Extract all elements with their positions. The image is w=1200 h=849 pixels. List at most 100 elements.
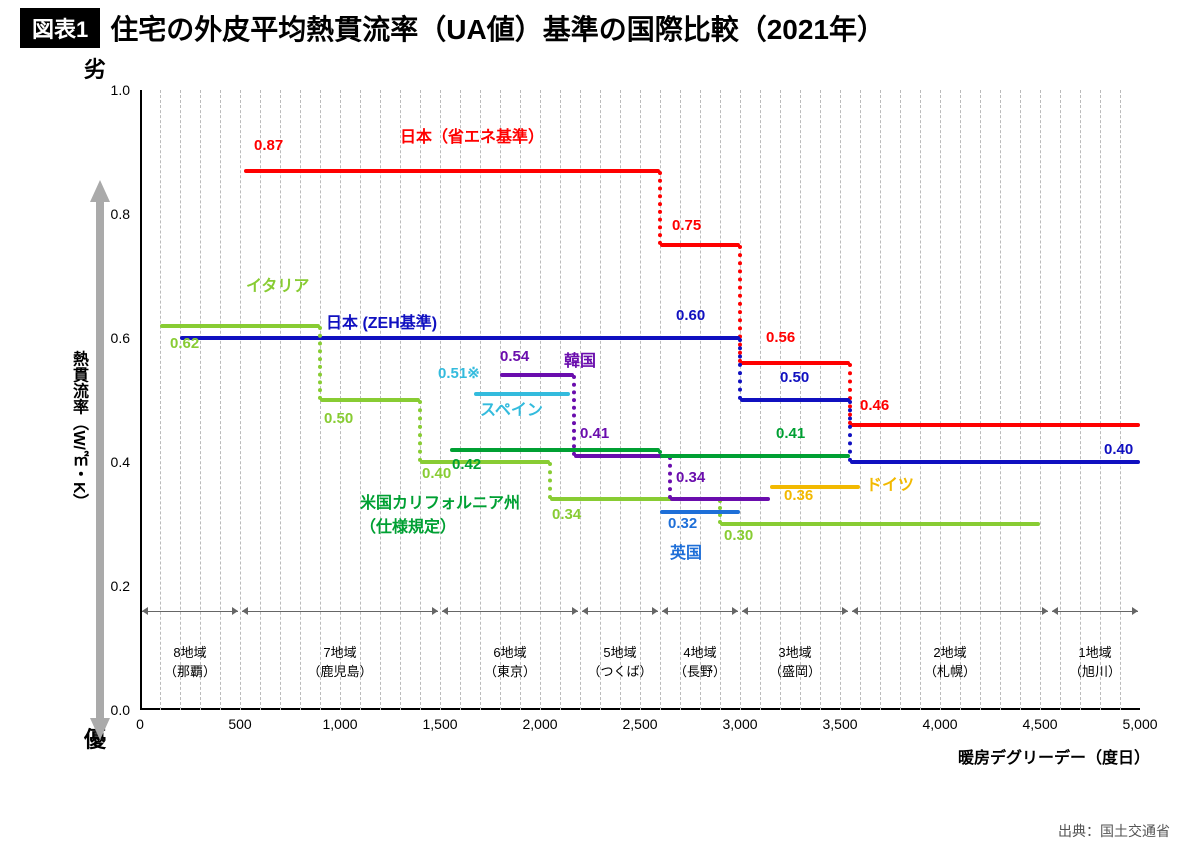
y-tick-label: 0.4 xyxy=(111,454,130,470)
grid-line xyxy=(1060,90,1061,710)
x-tick-label: 3,500 xyxy=(822,716,857,732)
y-tick-label: 0.8 xyxy=(111,206,130,222)
grid-line xyxy=(900,90,901,710)
region-arrow xyxy=(142,611,238,612)
series-name-label: 日本（省エネ基準） xyxy=(400,123,544,147)
grid-line xyxy=(560,90,561,710)
x-axis-title: 暖房デグリーデー（度日） xyxy=(958,744,1150,768)
y-axis-title: 熱貫流率（W/㎡・K） xyxy=(66,350,90,509)
grid-line xyxy=(1000,90,1001,710)
region-arrow xyxy=(742,611,848,612)
grid-line xyxy=(580,90,581,710)
grid-line xyxy=(460,90,461,710)
value-label: 0.87 xyxy=(254,137,283,154)
x-tick-label: 1,000 xyxy=(322,716,357,732)
value-label: 0.46 xyxy=(860,397,889,414)
series-segment xyxy=(244,169,660,173)
x-tick-label: 2,000 xyxy=(522,716,557,732)
value-label: 0.40 xyxy=(422,465,451,482)
x-tick-label: 500 xyxy=(228,716,251,732)
grid-line xyxy=(980,90,981,710)
grid-line xyxy=(720,90,721,710)
y-axis xyxy=(140,90,142,710)
value-label: 0.56 xyxy=(766,329,795,346)
grid-line xyxy=(440,90,441,710)
series-segment xyxy=(574,454,670,458)
series-connector xyxy=(738,338,742,400)
region-label: 2地域（札幌） xyxy=(924,642,976,680)
region-label: 7地域（鹿児島） xyxy=(307,642,372,680)
value-label: 0.41 xyxy=(580,425,609,442)
region-label: 8地域（那覇） xyxy=(164,642,216,680)
region-label: 5地域（つくば） xyxy=(587,642,652,680)
series-segment xyxy=(850,423,1140,427)
value-label: 0.62 xyxy=(170,335,199,352)
value-label: 0.50 xyxy=(324,410,353,427)
series-segment xyxy=(450,448,660,452)
grid-line xyxy=(700,90,701,710)
grid-line xyxy=(180,90,181,710)
region-arrow xyxy=(662,611,738,612)
y-quality-top: 劣 xyxy=(84,52,106,84)
header: 図表1 住宅の外皮平均熱貫流率（UA値）基準の国際比較（2021年） xyxy=(0,0,1200,52)
region-arrow xyxy=(852,611,1048,612)
series-name-label: 米国カリフォルニア州（仕様規定） xyxy=(360,489,520,537)
y-tick-label: 0.0 xyxy=(111,702,130,718)
grid-line xyxy=(1120,90,1121,710)
value-label: 0.40 xyxy=(1104,441,1133,458)
grid-line xyxy=(940,90,941,710)
y-tick-label: 0.2 xyxy=(111,578,130,594)
series-segment xyxy=(740,361,850,365)
value-label: 0.34 xyxy=(552,506,581,523)
x-tick-label: 3,000 xyxy=(722,716,757,732)
x-tick-label: 0 xyxy=(136,716,144,732)
value-label: 0.60 xyxy=(676,307,705,324)
value-label: 0.54 xyxy=(500,348,529,365)
grid-line xyxy=(960,90,961,710)
grid-line xyxy=(280,90,281,710)
series-connector xyxy=(848,400,852,462)
region-arrow xyxy=(1052,611,1138,612)
x-tick-label: 1,500 xyxy=(422,716,457,732)
x-tick-label: 2,500 xyxy=(622,716,657,732)
quality-arrow xyxy=(90,180,110,740)
grid-line xyxy=(200,90,201,710)
series-name-label: 日本 (ZEH基準) xyxy=(326,309,437,333)
figure-tag: 図表1 xyxy=(20,8,100,48)
series-connector xyxy=(658,171,662,245)
region-label: 1地域（旭川） xyxy=(1069,642,1121,680)
series-connector xyxy=(548,462,552,499)
value-label: 0.75 xyxy=(672,217,701,234)
grid-line xyxy=(260,90,261,710)
region-arrow xyxy=(442,611,578,612)
value-label: 0.36 xyxy=(784,487,813,504)
grid-line xyxy=(220,90,221,710)
series-segment xyxy=(720,522,1040,526)
y-tick-label: 1.0 xyxy=(111,82,130,98)
chart: 劣 優 熱貫流率（W/㎡・K） 0.00.20.40.60.81.005001,… xyxy=(60,60,1180,800)
series-segment xyxy=(740,398,850,402)
y-tick-label: 0.6 xyxy=(111,330,130,346)
region-arrow xyxy=(242,611,438,612)
series-segment xyxy=(670,497,770,501)
series-name-label: 英国 xyxy=(670,539,702,563)
series-segment xyxy=(180,336,740,340)
credit: 出典：国土交通省 xyxy=(1058,821,1170,841)
grid-line xyxy=(680,90,681,710)
series-name-label: スペイン xyxy=(480,396,543,420)
x-tick-label: 4,000 xyxy=(922,716,957,732)
series-connector xyxy=(668,456,672,499)
value-label: 0.30 xyxy=(724,527,753,544)
plot-area: 0.00.20.40.60.81.005001,0001,5002,0002,5… xyxy=(140,90,1140,710)
series-connector xyxy=(318,326,322,400)
x-tick-label: 5,000 xyxy=(1122,716,1157,732)
grid-line xyxy=(240,90,241,710)
value-label: 0.32 xyxy=(668,515,697,532)
figure-title: 住宅の外皮平均熱貫流率（UA値）基準の国際比較（2021年） xyxy=(110,8,885,48)
series-segment xyxy=(660,454,850,458)
grid-line xyxy=(1080,90,1081,710)
series-segment xyxy=(500,373,574,377)
series-connector xyxy=(418,400,422,462)
grid-line xyxy=(1020,90,1021,710)
grid-line xyxy=(600,90,601,710)
